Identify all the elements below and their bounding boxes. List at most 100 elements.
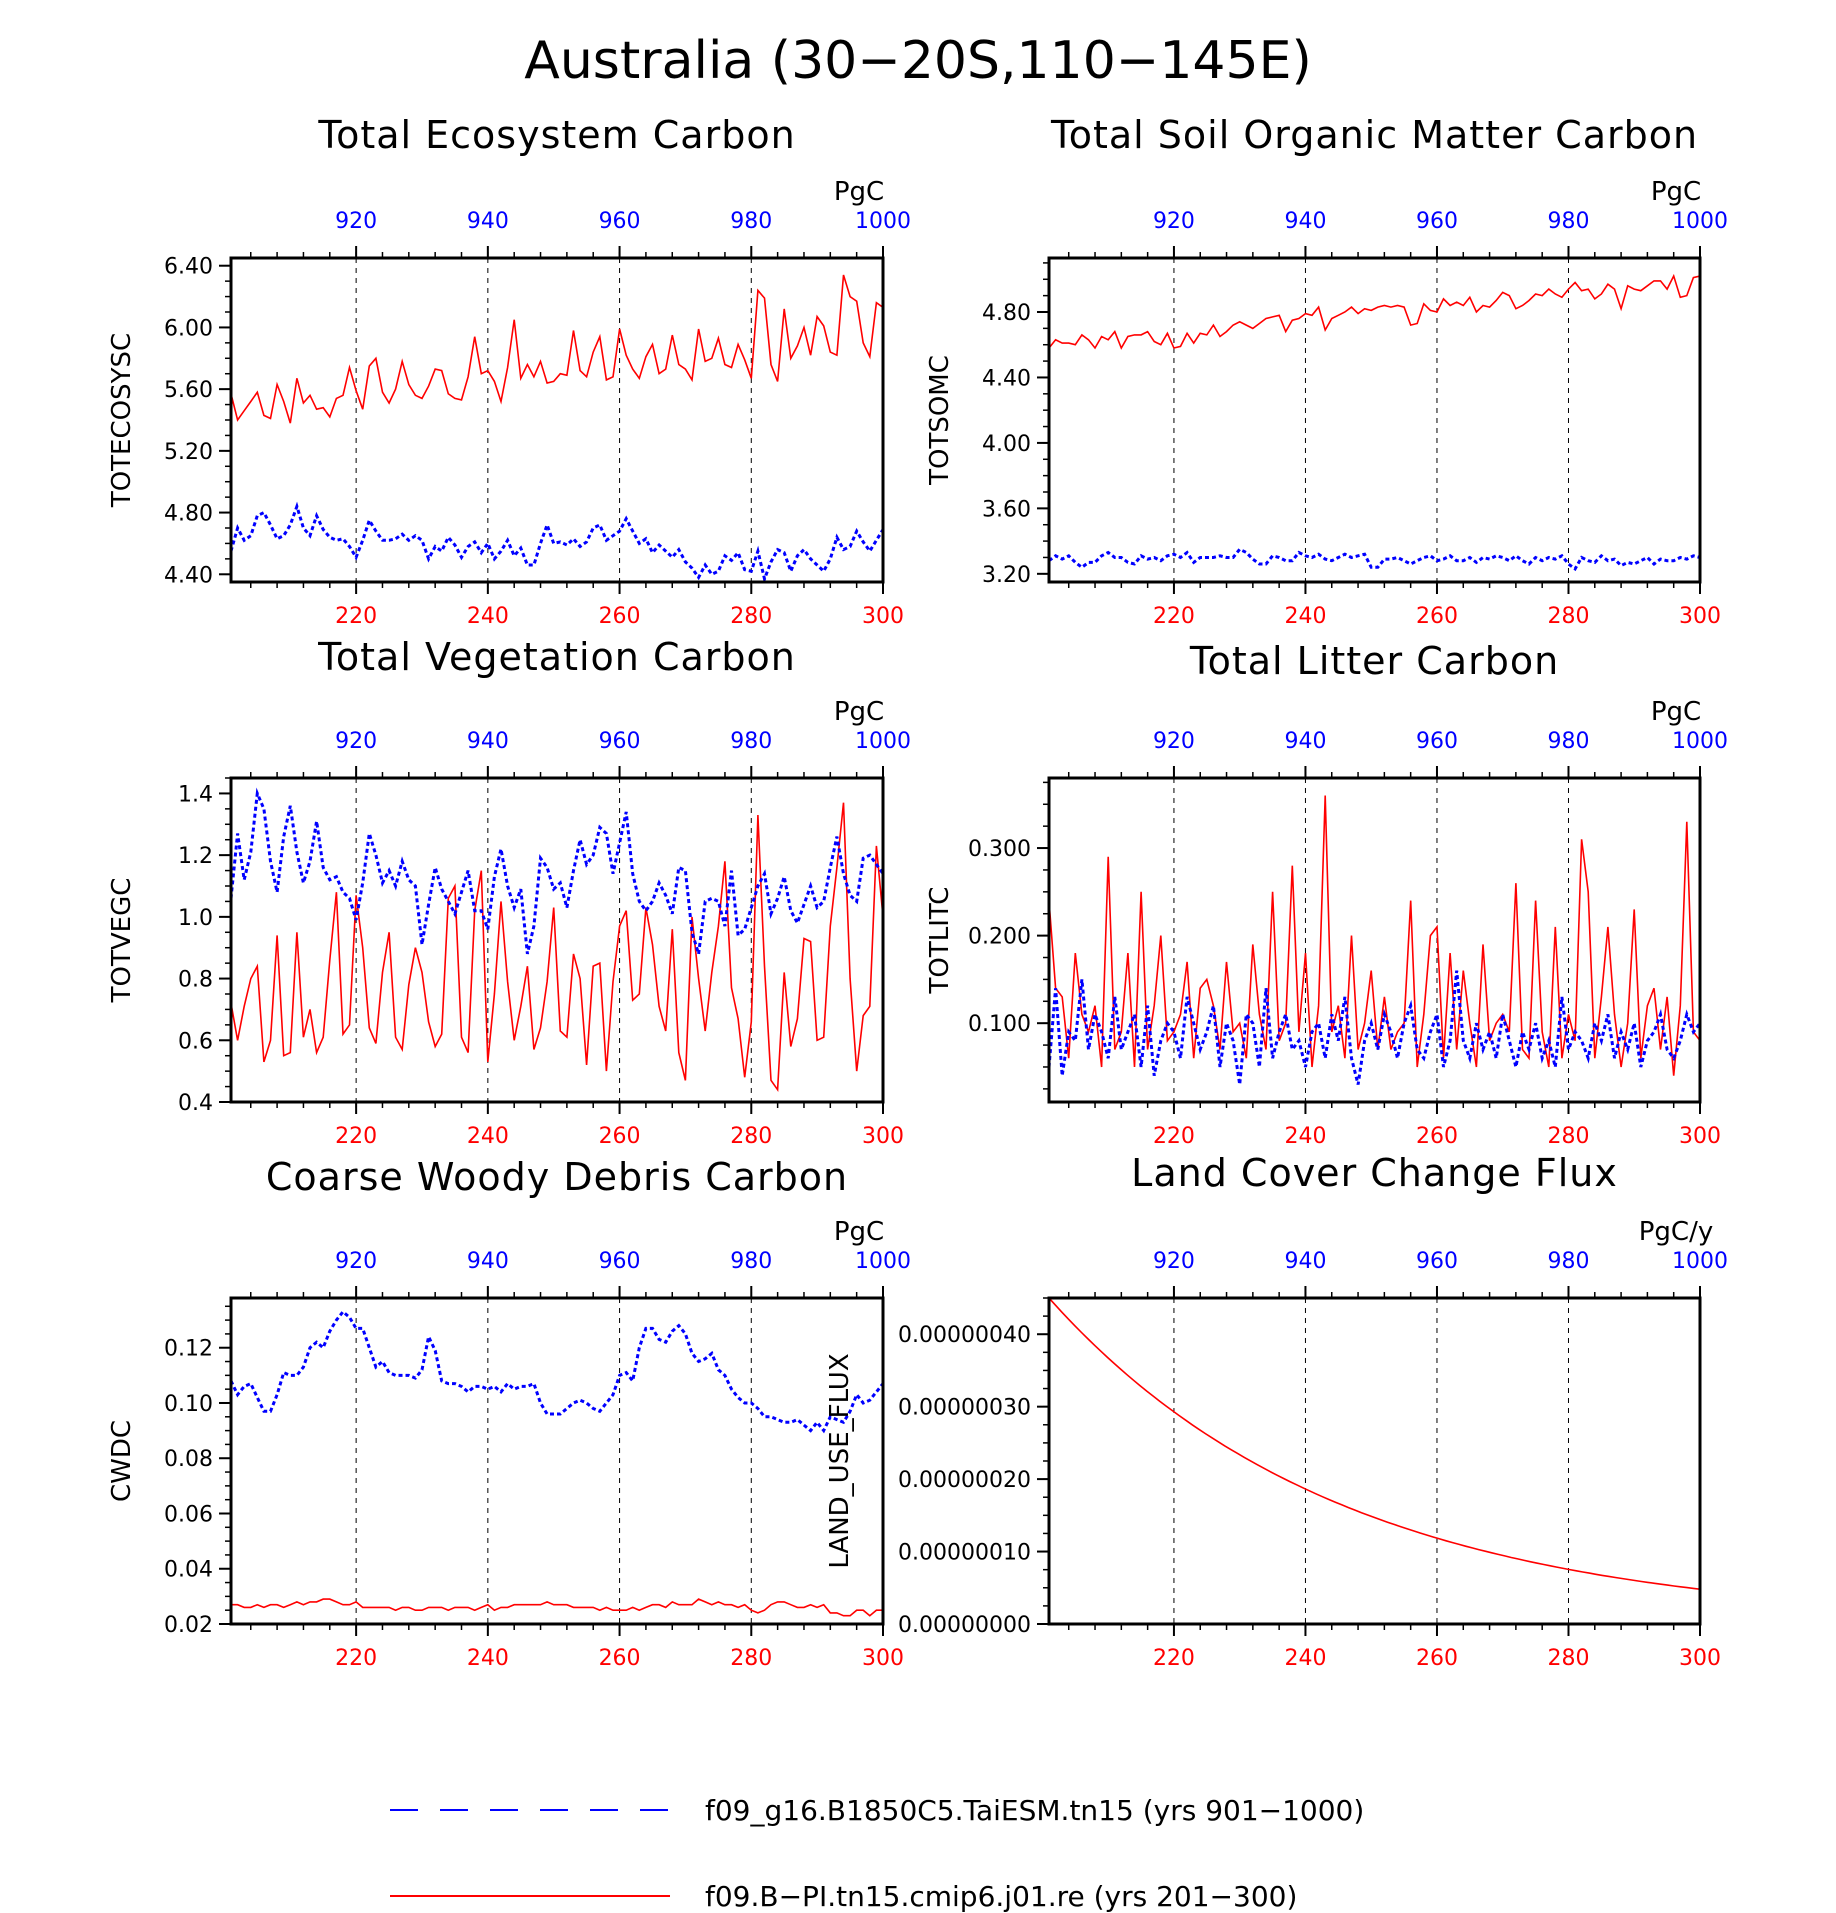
x-tick-label: 240 <box>467 1646 509 1671</box>
panel-title: Total Soil Organic Matter Carbon <box>1050 113 1698 157</box>
units-label: PgC/y <box>1639 1217 1713 1247</box>
y-axis-label: TOTECOSYSC <box>107 333 137 508</box>
y-tick-label: 0.08 <box>164 1447 213 1472</box>
plot-frame <box>229 776 885 1104</box>
y-axis-label: TOTSOMC <box>925 355 955 486</box>
y-tick-label: 0.4 <box>178 1091 213 1116</box>
panel-title: Total Ecosystem Carbon <box>317 113 795 157</box>
x-tick-label: 300 <box>862 1646 904 1671</box>
x-tick-label: 280 <box>730 604 772 629</box>
plot-frame <box>1047 776 1702 1104</box>
top-tick-label: 920 <box>335 1249 377 1274</box>
y-tick-label: 0.00000010 <box>898 1541 1031 1566</box>
x-tick-label: 300 <box>862 604 904 629</box>
x-tick-label: 300 <box>1679 1124 1721 1149</box>
top-tick-label: 940 <box>467 729 509 754</box>
top-tick-label: 1000 <box>855 209 911 234</box>
top-tick-label: 940 <box>1284 729 1326 754</box>
y-tick-label: 5.60 <box>164 378 213 403</box>
top-tick-label: 1000 <box>855 1249 911 1274</box>
y-tick-label: 0.06 <box>164 1502 213 1527</box>
y-tick-label: 1.2 <box>178 844 213 869</box>
series-red-line <box>231 274 883 424</box>
y-axis-label: LAND_USE_FLUX <box>825 1353 855 1568</box>
x-tick-label: 280 <box>730 1124 772 1149</box>
y-tick-label: 5.20 <box>164 440 213 465</box>
series-red-line <box>1049 1298 1700 1590</box>
y-tick-label: 0.12 <box>164 1337 213 1362</box>
y-tick-label: 3.20 <box>982 563 1031 588</box>
x-tick-label: 240 <box>1284 1124 1326 1149</box>
top-tick-label: 920 <box>335 209 377 234</box>
top-tick-label: 980 <box>730 1249 772 1274</box>
panel-title: Total Vegetation Carbon <box>317 635 796 679</box>
x-tick-label: 300 <box>862 1124 904 1149</box>
y-tick-label: 0.300 <box>968 837 1031 862</box>
x-tick-label: 260 <box>599 1124 641 1149</box>
top-tick-label: 940 <box>1284 1249 1326 1274</box>
top-tick-label: 1000 <box>1672 1249 1728 1274</box>
x-tick-label: 280 <box>1547 604 1589 629</box>
top-tick-label: 980 <box>1547 209 1589 234</box>
units-label: PgC <box>834 1217 884 1247</box>
top-tick-label: 980 <box>730 729 772 754</box>
series-red-line <box>231 802 883 1093</box>
x-tick-label: 220 <box>1153 604 1195 629</box>
x-tick-label: 220 <box>1153 1124 1195 1149</box>
x-tick-label: 260 <box>599 604 641 629</box>
x-tick-label: 280 <box>1547 1646 1589 1671</box>
legend-label-red: f09.B−PI.tn15.cmip6.j01.re (yrs 201−300) <box>705 1880 1297 1913</box>
y-axis-label: TOTLITC <box>925 887 955 995</box>
top-tick-label: 1000 <box>1672 209 1728 234</box>
top-tick-label: 1000 <box>1672 729 1728 754</box>
x-tick-label: 240 <box>467 604 509 629</box>
units-label: PgC <box>834 177 884 207</box>
panel-2: Total Soil Organic Matter Carbon PgC 220 24… <box>925 113 1728 629</box>
y-tick-label: 4.00 <box>982 432 1031 457</box>
y-tick-label: 0.02 <box>164 1613 213 1638</box>
y-tick-label: 4.40 <box>982 366 1031 391</box>
main-title: Australia (30−20S,110−145E) <box>524 31 1312 91</box>
x-tick-label: 240 <box>1284 604 1326 629</box>
series-blue-line <box>231 1309 883 1434</box>
series-blue-line <box>231 501 883 582</box>
x-tick-label: 220 <box>1153 1646 1195 1671</box>
series-red-line <box>1049 273 1700 350</box>
top-tick-label: 980 <box>730 209 772 234</box>
plot-frame <box>229 1296 885 1626</box>
x-tick-label: 260 <box>599 1646 641 1671</box>
top-tick-label: 980 <box>1547 729 1589 754</box>
plot-frame <box>1047 256 1702 584</box>
y-tick-label: 0.00000000 <box>898 1613 1031 1638</box>
x-tick-label: 220 <box>335 1646 377 1671</box>
panels: Total Ecosystem Carbon PgC 220 240 260 280 300… <box>107 113 1728 1671</box>
panel-5: Coarse Woody Debris Carbon PgC 220 240 260 28… <box>107 1155 911 1671</box>
top-tick-label: 960 <box>1416 209 1458 234</box>
top-tick-label: 960 <box>1416 1249 1458 1274</box>
panel-title: Coarse Woody Debris Carbon <box>266 1155 848 1199</box>
x-tick-label: 260 <box>1416 1646 1458 1671</box>
y-tick-label: 0.00000020 <box>898 1468 1031 1493</box>
panel-6: Land Cover Change Flux PgC/y 220 240 260 280 3… <box>825 1151 1728 1671</box>
x-tick-label: 240 <box>1284 1646 1326 1671</box>
top-tick-label: 920 <box>1153 1249 1195 1274</box>
y-tick-label: 4.80 <box>164 502 213 527</box>
panel-title: Land Cover Change Flux <box>1131 1151 1618 1195</box>
top-tick-label: 920 <box>1153 729 1195 754</box>
series-blue-line <box>1049 970 1700 1085</box>
legend: f09_g16.B1850C5.TaiESM.tn15 (yrs 901−100… <box>390 1794 1364 1913</box>
series-blue-line <box>231 787 883 955</box>
units-label: PgC <box>1651 177 1701 207</box>
series-blue-line <box>1049 547 1700 572</box>
top-tick-label: 920 <box>335 729 377 754</box>
plot-frame <box>1047 1296 1702 1626</box>
top-tick-label: 920 <box>1153 209 1195 234</box>
top-tick-label: 960 <box>599 1249 641 1274</box>
y-tick-label: 6.40 <box>164 255 213 280</box>
y-tick-label: 0.8 <box>178 968 213 993</box>
y-tick-label: 4.80 <box>982 301 1031 326</box>
y-tick-label: 0.00000040 <box>898 1323 1031 1348</box>
x-tick-label: 220 <box>335 1124 377 1149</box>
x-tick-label: 260 <box>1416 604 1458 629</box>
